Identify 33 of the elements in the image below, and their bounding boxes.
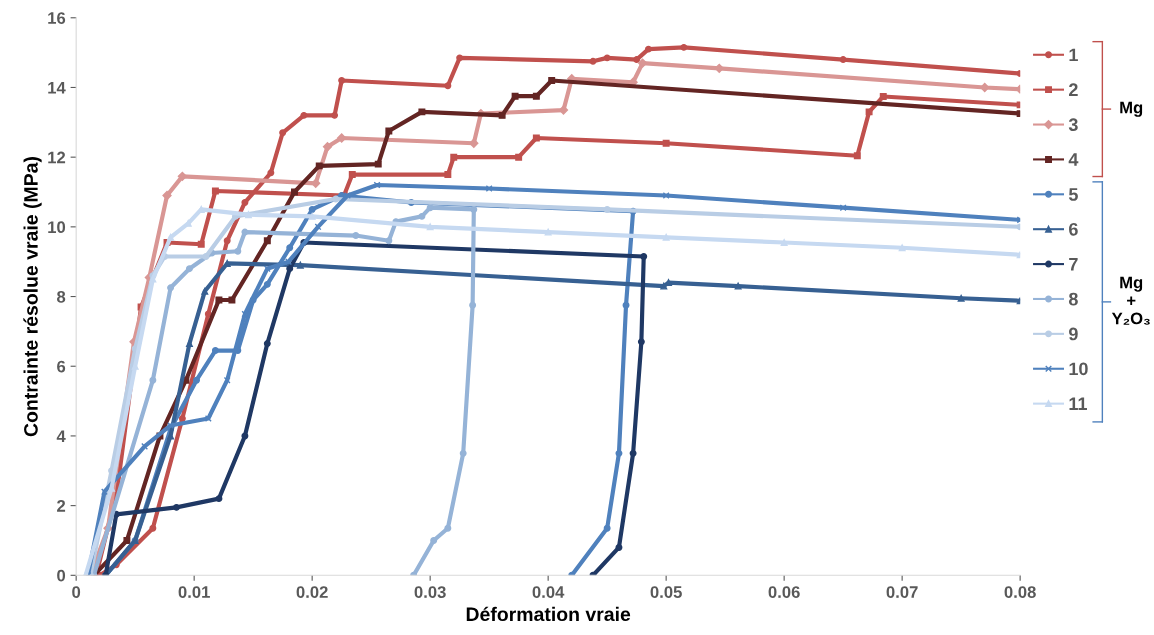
x-tick-label: 0.02 (296, 586, 328, 598)
y-tick-label: 16 (48, 12, 66, 24)
y-axis-title: Contrainte résolue vraie (MPa) (23, 157, 42, 437)
legend-label: 8 (1068, 292, 1078, 306)
y-tick-label: 8 (57, 290, 66, 303)
x-tick-label: 0.07 (886, 586, 918, 598)
x-tick-label: 0.06 (768, 586, 800, 598)
legend-label: 7 (1069, 257, 1078, 271)
y-tick-label: 14 (48, 82, 66, 94)
x-axis-title: Déformation vraie (466, 606, 631, 622)
legend-label: 3 (1068, 118, 1078, 132)
y-tick-label: 4 (56, 430, 66, 442)
y-tick-label: 12 (48, 151, 66, 164)
legend-label: 4 (1068, 153, 1079, 166)
y-tick-label: 6 (57, 360, 66, 373)
y-tick-label: 10 (48, 221, 66, 234)
legend-label: 6 (1069, 222, 1078, 236)
x-tick-label: 0.03 (414, 586, 446, 598)
legend-label: 11 (1069, 397, 1087, 410)
x-tick-label: 0.05 (650, 586, 682, 598)
x-tick-label: 0.04 (532, 586, 565, 598)
text: Mg + Y₂O₃ (1111, 276, 1150, 325)
legend-label: 2 (1069, 83, 1078, 96)
x-tick-label: 0.01 (178, 586, 210, 598)
x-tick-label: 0 (72, 586, 81, 598)
x-tick-label: 0.08 (1004, 586, 1036, 598)
y-tick-label: 2 (57, 500, 66, 512)
legend-label: 5 (1068, 188, 1078, 201)
text: Mg (1120, 101, 1143, 117)
legend-label: 1 (1069, 48, 1078, 62)
legend-label: 10 (1069, 362, 1088, 376)
y-tick-label: 0 (57, 569, 66, 582)
legend-label: 9 (1069, 327, 1078, 341)
